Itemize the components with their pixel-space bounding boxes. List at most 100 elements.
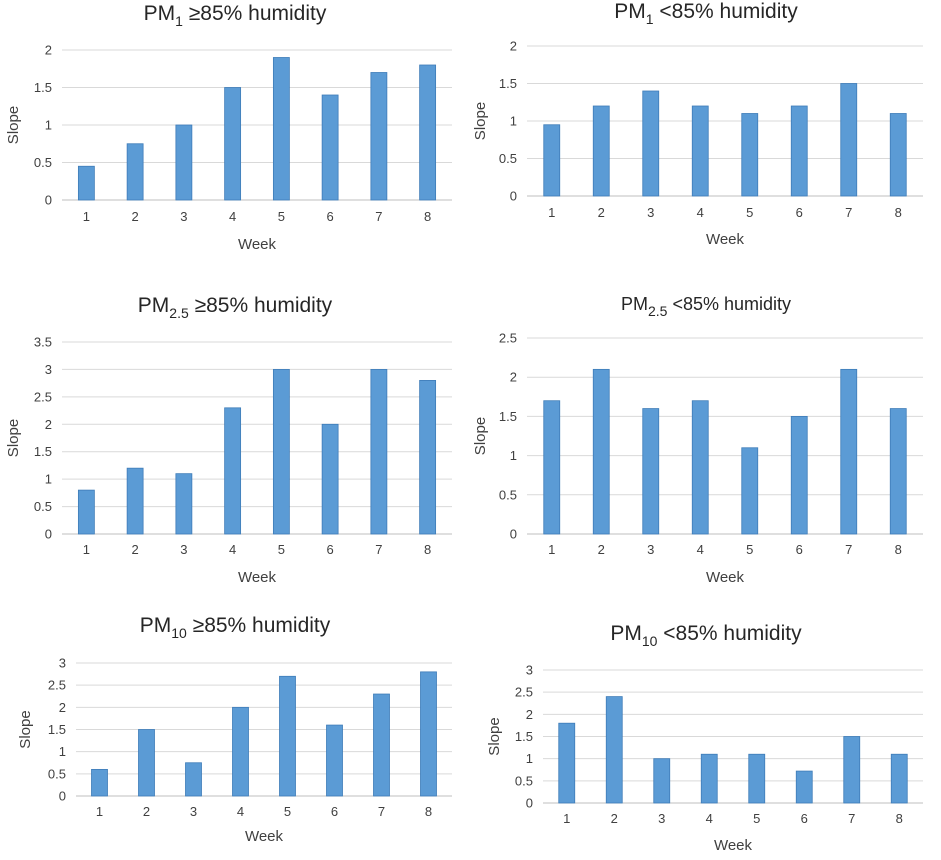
x-tick-label: 5 [746,542,753,557]
x-tick-label: 1 [83,542,90,557]
bar-week-4 [700,753,718,804]
x-tick-label: 5 [278,209,285,224]
x-tick-label: 1 [548,542,555,557]
bar-week-8 [420,671,437,797]
chart-panel-pm1-high: PM1 ≥85% humidity 0 0.5 1 1.5 2 1 2 3 4 5 6 7 8 Week S… [0,0,470,270]
bar-week-6 [790,416,808,535]
bar-week-8 [889,408,907,535]
y-tick-label: 1.5 [499,409,517,424]
bar-chart: 0 0.5 1 1.5 2 2.5 3 3.5 1 2 3 4 5 6 7 8 Week Slope [5,335,452,586]
bar-week-4 [691,105,709,197]
title-main: PM [137,294,170,317]
bar-week-7 [843,736,861,804]
bar-chart: 0 0.5 1 1.5 2 2.5 3 1 2 3 4 5 6 7 8 Week Slope [17,656,452,845]
y-axis-title: Slope [17,710,34,748]
bar-week-1 [77,165,95,201]
y-tick-label: 3.5 [34,335,52,350]
bar-week-4 [691,400,709,535]
x-tick-label: 6 [327,209,334,224]
x-tick-label: 8 [425,804,432,819]
x-tick-label: 4 [229,209,236,224]
title-subscript: 10 [171,625,187,641]
bar-week-4 [224,87,242,201]
x-tick-label: 7 [375,542,382,557]
bar-week-1 [77,489,95,535]
y-tick-label: 2.5 [34,389,52,404]
x-tick-label: 8 [895,542,902,557]
bar-week-3 [642,408,660,535]
x-tick-label: 2 [598,542,605,557]
x-tick-label: 1 [96,804,103,819]
y-tick-label: 1 [526,751,533,766]
x-tick-label: 6 [327,542,334,557]
bar-week-7 [373,693,390,797]
chart-panel-pm10-low: PM10 <85% humidity 0 0.5 1 1.5 2 2.5 3 1 2 3 4 5 6 7 8… [471,610,941,860]
y-tick-label: 1 [59,744,66,759]
x-axis-title: Week [238,569,277,586]
y-tick-label: 2 [526,707,533,722]
bar-week-8 [419,380,437,535]
title-subscript: 10 [641,633,658,649]
x-tick-label: 4 [697,542,704,557]
bar-week-7 [370,369,388,535]
y-axis-title: Slope [486,717,503,755]
y-tick-label: 1.5 [48,722,66,737]
bar-week-6 [326,724,343,797]
y-axis-title: Slope [472,102,489,140]
y-axis-title: Slope [5,106,22,144]
x-tick-label: 6 [796,542,803,557]
chart-panel-pm25-high: PM2.5 ≥85% humidity 0 0.5 1 1.5 2 2.5 3 3.5 1 2 3 4… [0,290,470,590]
y-tick-label: 2.5 [48,678,66,693]
bar-week-4 [224,407,242,535]
x-tick-label: 1 [548,205,555,220]
bar-week-7 [840,368,858,535]
y-tick-label: 0.5 [515,773,533,788]
chart-panel-pm10-high: PM10 ≥85% humidity 0 0.5 1 1.5 2 2.5 3 1 2 3 4 5 6 7 8… [0,610,470,860]
bar-week-1 [91,768,108,797]
x-tick-label: 2 [132,542,139,557]
x-tick-label: 3 [647,205,654,220]
y-tick-label: 1.5 [499,76,517,91]
x-tick-label: 7 [845,205,852,220]
y-axis-title: Slope [472,417,489,455]
y-tick-label: 1 [510,448,517,463]
x-tick-label: 1 [563,811,570,826]
chart-title: PM1 <85% humidity [471,0,941,27]
y-tick-label: 1 [45,472,52,487]
x-tick-label: 6 [331,804,338,819]
y-tick-label: 0.5 [499,151,517,166]
x-tick-label: 5 [746,205,753,220]
y-tick-label: 0.5 [34,499,52,514]
y-tick-label: 2.5 [499,331,517,346]
y-tick-label: 1.5 [34,80,52,95]
bar-week-5 [272,57,290,201]
x-tick-label: 1 [83,209,90,224]
x-tick-label: 7 [378,804,385,819]
bar-week-3 [653,758,671,804]
title-subscript: 2.5 [169,305,189,321]
title-rest: <85% humidity [653,0,798,23]
title-subscript: 2.5 [647,303,668,319]
bar-week-4 [232,706,249,797]
bar-week-2 [605,696,623,804]
x-tick-label: 7 [375,209,382,224]
bar-week-5 [279,675,296,797]
x-tick-label: 2 [611,811,618,826]
x-tick-label: 5 [753,811,760,826]
y-tick-label: 3 [59,656,66,671]
y-tick-label: 2 [45,43,52,58]
title-main: PM [139,614,172,637]
x-tick-label: 5 [284,804,291,819]
bar-chart: 0 0.5 1 1.5 2 1 2 3 4 5 6 7 8 Week Slope [472,39,923,248]
bar-week-2 [592,105,610,197]
x-axis-title: Week [245,828,284,845]
y-tick-label: 0 [45,527,52,542]
y-tick-label: 1 [45,118,52,133]
bar-week-5 [741,113,759,197]
x-tick-label: 8 [424,209,431,224]
x-tick-label: 8 [424,542,431,557]
bar-week-8 [419,64,437,201]
x-tick-label: 2 [143,804,150,819]
x-axis-title: Week [706,569,745,586]
title-subscript: 1 [175,13,183,29]
